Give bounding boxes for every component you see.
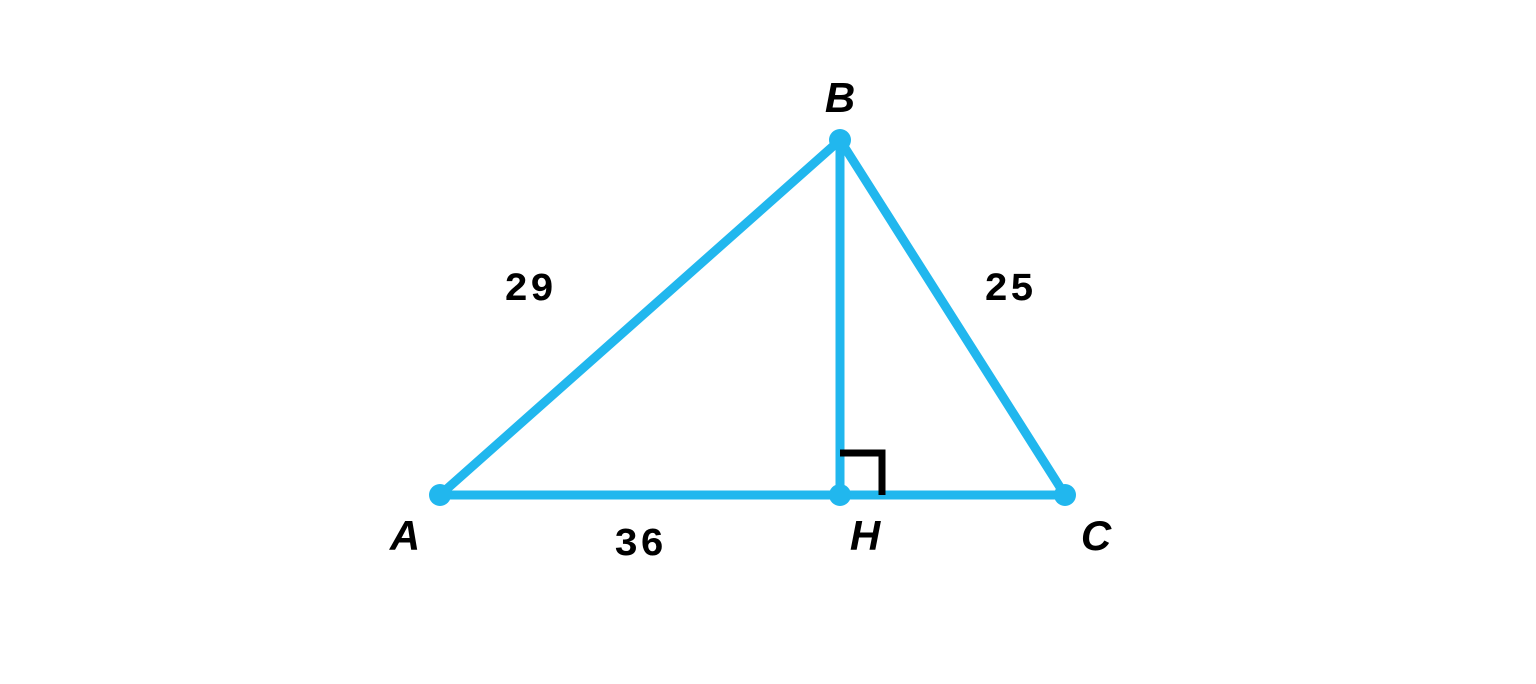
side-label-AB: 29	[504, 268, 556, 313]
label-H: H	[850, 512, 882, 559]
side-label-AC: 36	[614, 523, 666, 568]
vertex-C	[1054, 484, 1076, 506]
vertex-A	[429, 484, 451, 506]
side-label-BC: 25	[984, 268, 1036, 313]
vertex-H	[829, 484, 851, 506]
label-C: C	[1081, 512, 1112, 559]
label-B: B	[825, 74, 855, 121]
label-A: A	[389, 512, 420, 559]
edge-AB	[440, 140, 840, 495]
edge-BC	[840, 140, 1065, 495]
vertex-B	[829, 129, 851, 151]
